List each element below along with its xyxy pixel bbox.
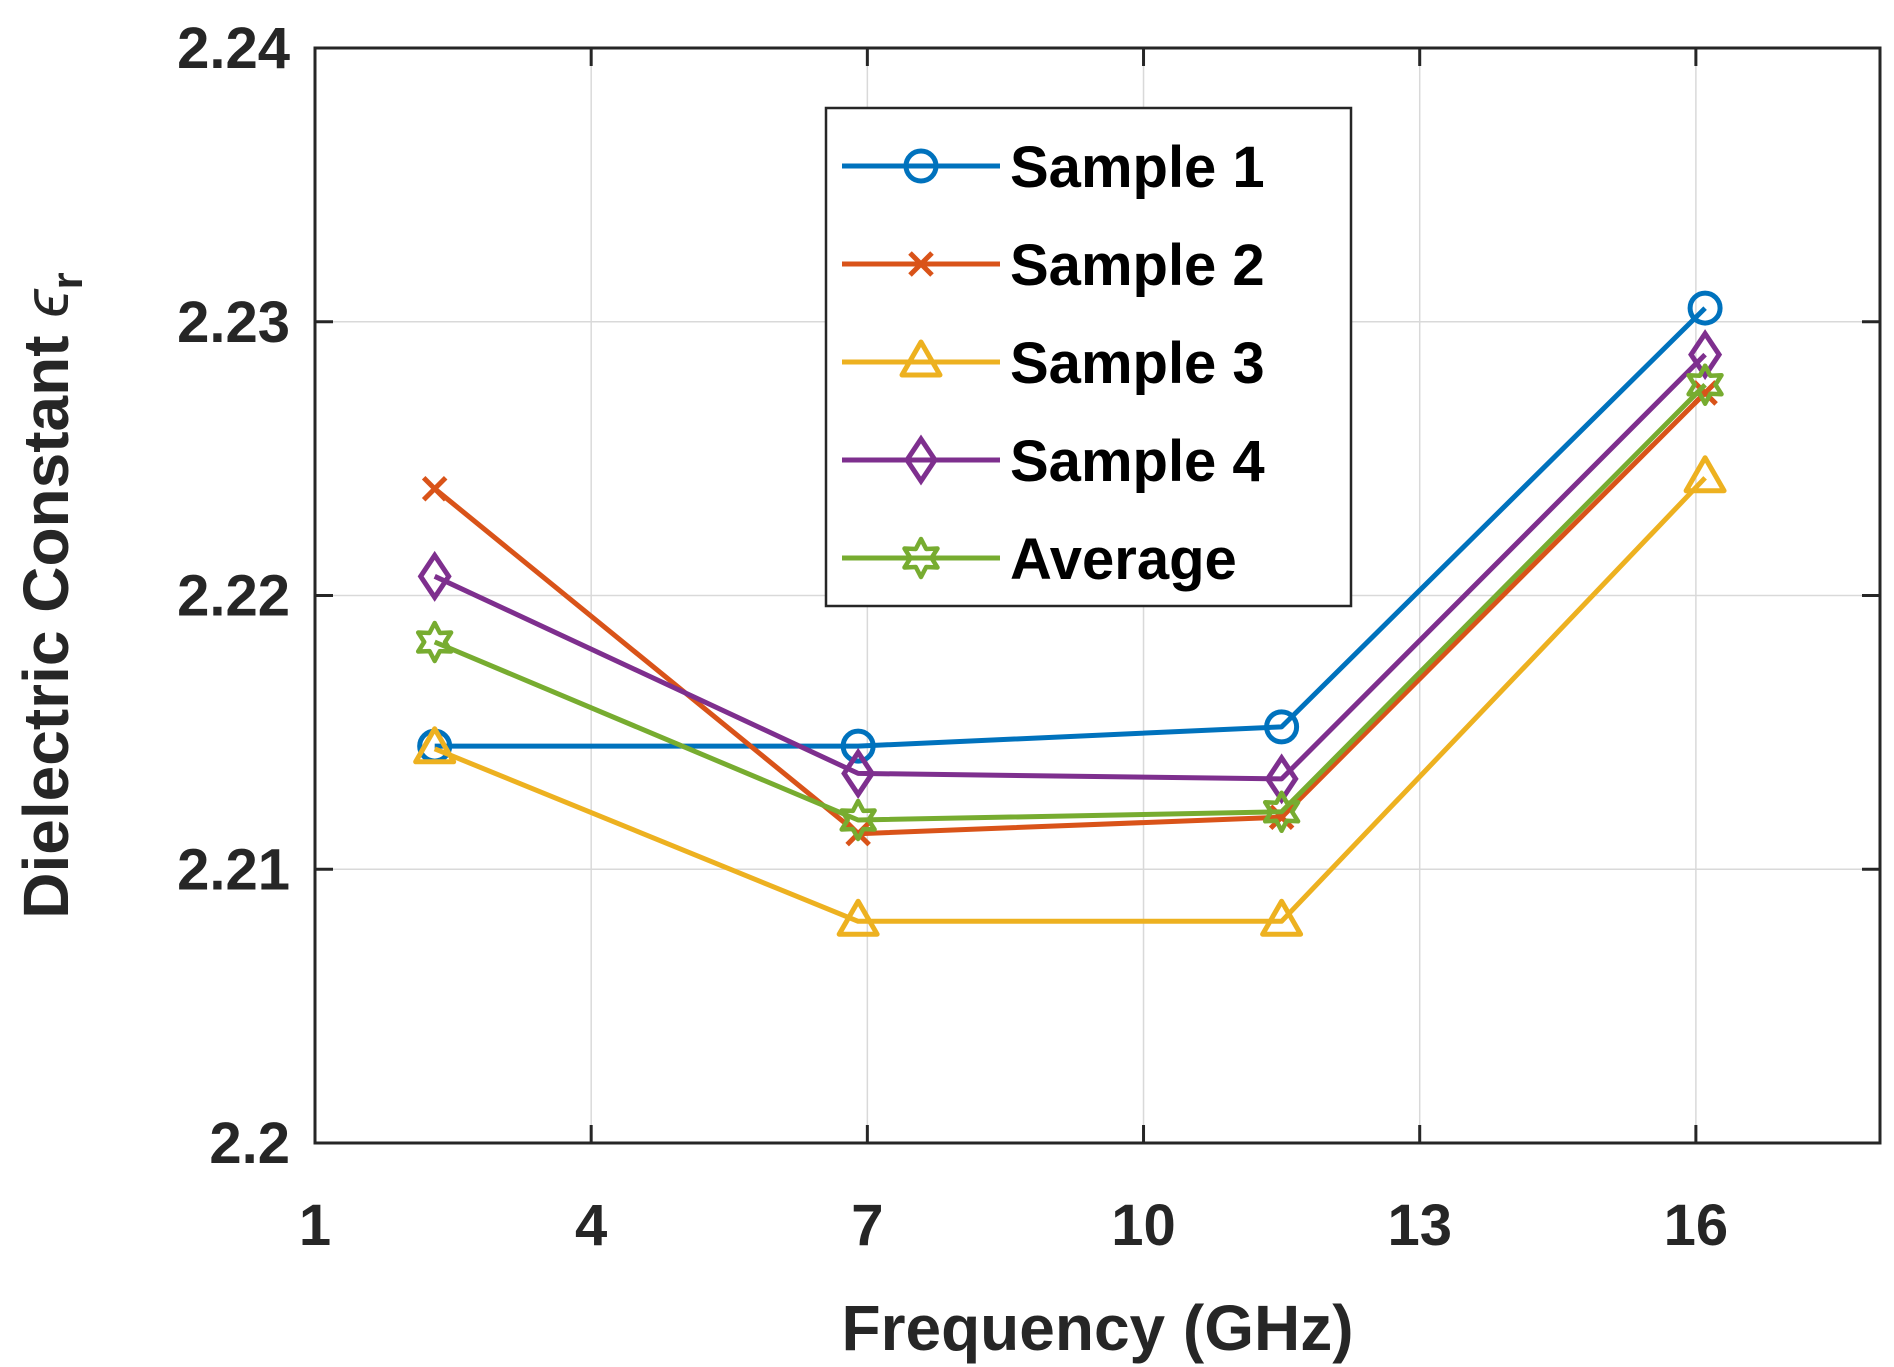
y-tick-label: 2.23 — [177, 290, 290, 355]
series-line-sample-1 — [434, 306, 1707, 749]
data-point-sample-2 — [845, 820, 871, 847]
y-tick-label: 2.2 — [209, 1111, 290, 1176]
y-axis-label-text: Dielectric Constant — [10, 318, 82, 919]
legend-label: Average — [1010, 527, 1237, 592]
data-point-average — [839, 798, 877, 842]
y-tick-label: 2.21 — [177, 837, 290, 902]
ticks — [313, 46, 1880, 1145]
x-tick-label: 1 — [299, 1193, 331, 1258]
legend-swatch-marker — [902, 536, 940, 580]
data-point-sample-3 — [1683, 455, 1727, 494]
data-point-average — [415, 620, 454, 664]
x-axis-label: Frequency (GHz) — [841, 1292, 1353, 1364]
y-tick-label: 2.24 — [177, 16, 290, 81]
data-point-sample-1 — [840, 728, 876, 764]
data-point-sample-2 — [421, 475, 448, 502]
x-tick-label: 13 — [1387, 1193, 1452, 1258]
data-point-sample-3 — [1260, 898, 1304, 937]
legend-swatch-marker — [899, 339, 943, 378]
data-point-sample-1 — [1264, 709, 1300, 745]
legend-label: Sample 1 — [1010, 135, 1265, 200]
data-point-sample-4 — [841, 747, 876, 799]
legend-label: Sample 3 — [1010, 331, 1265, 396]
legend-item-sample-1: Sample 1 — [842, 135, 1265, 200]
legend-item-average: Average — [842, 527, 1237, 592]
data-point-sample-2 — [1692, 380, 1718, 406]
y-axis-label: Dielectric Constant ϵr — [10, 272, 92, 918]
legend-label: Sample 4 — [1010, 429, 1265, 494]
data-point-sample-4 — [1688, 329, 1723, 381]
legend-swatch-marker — [903, 148, 939, 184]
data-point-sample-3 — [836, 898, 880, 937]
series-average — [415, 363, 1724, 842]
y-axis-label-subscript: r — [43, 272, 92, 289]
legend-items: Sample 1 Sample 2 Sample 3 Sample 4 Average — [842, 135, 1265, 592]
series-line-average — [433, 382, 1707, 823]
series-line-sample-4 — [433, 352, 1707, 782]
x-tick-label: 7 — [851, 1193, 883, 1258]
series-layer — [413, 290, 1727, 937]
series-line-sample-2 — [433, 391, 1707, 837]
legend: Sample 1 Sample 2 Sample 3 Sample 4 Average — [824, 106, 1353, 608]
legend-item-sample-4: Sample 4 — [842, 429, 1265, 494]
data-point-average — [1262, 790, 1301, 834]
series-sample-2 — [421, 380, 1718, 847]
series-sample-4 — [417, 329, 1723, 805]
legend-swatch-marker — [908, 251, 934, 277]
legend-swatch-marker — [903, 434, 939, 486]
data-point-average — [1686, 363, 1724, 406]
data-point-sample-4 — [417, 550, 452, 602]
x-tick-label: 16 — [1664, 1193, 1729, 1258]
tick-labels: 1 4 7 10 13 16 2.2 2.21 2.22 2.23 2.24 — [177, 16, 1728, 1258]
series-sample-3 — [413, 455, 1727, 937]
data-point-sample-3 — [413, 726, 457, 765]
x-tick-label: 10 — [1111, 1193, 1176, 1258]
data-point-sample-4 — [1264, 753, 1299, 805]
series-line-sample-3 — [433, 476, 1707, 924]
x-tick-label: 4 — [575, 1193, 607, 1258]
legend-item-sample-3: Sample 3 — [842, 331, 1265, 396]
y-tick-label: 2.22 — [177, 564, 290, 629]
legend-item-sample-2: Sample 2 — [842, 233, 1265, 298]
legend-label: Sample 2 — [1010, 233, 1265, 298]
y-axis-label-symbol: ϵ — [10, 288, 82, 318]
data-point-sample-1 — [1687, 290, 1723, 326]
